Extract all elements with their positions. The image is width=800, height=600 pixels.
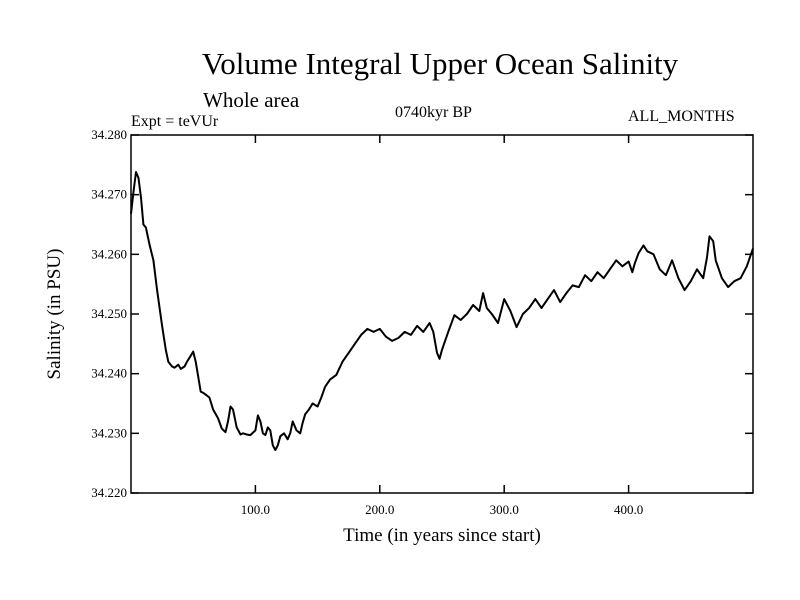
period-label: 0740kyr BP (395, 104, 472, 121)
x-tick-label: 100.0 (241, 502, 270, 517)
y-axis-label: Salinity (in PSU) (44, 249, 65, 380)
plot-frame (130, 134, 754, 494)
y-tick-label: 34.230 (91, 425, 127, 440)
chart-title: Volume Integral Upper Ocean Salinity (201, 46, 679, 81)
y-tick-label: 34.260 (91, 246, 127, 261)
experiment-label: Expt = teVUr (131, 113, 219, 130)
y-tick-label: 34.240 (91, 366, 127, 381)
x-axis: 100.0 200.0 300.0 400.0 (241, 135, 643, 517)
y-tick-label: 34.250 (91, 306, 127, 321)
x-tick-label: 300.0 (490, 502, 519, 517)
chart-subtitle: Whole area (203, 88, 300, 112)
salinity-series-line (130, 171, 754, 451)
y-tick-label: 34.270 (91, 187, 127, 202)
months-label: ALL_MONTHS (628, 108, 735, 125)
x-tick-label: 400.0 (614, 502, 643, 517)
x-axis-label: Time (in years since start) (343, 525, 541, 546)
x-tick-label: 200.0 (365, 502, 394, 517)
y-axis: 34.220 34.230 34.240 34.250 34.260 34.270 34.2… (91, 127, 753, 500)
y-tick-label: 34.220 (91, 485, 127, 500)
y-tick-label: 34.280 (91, 127, 127, 142)
